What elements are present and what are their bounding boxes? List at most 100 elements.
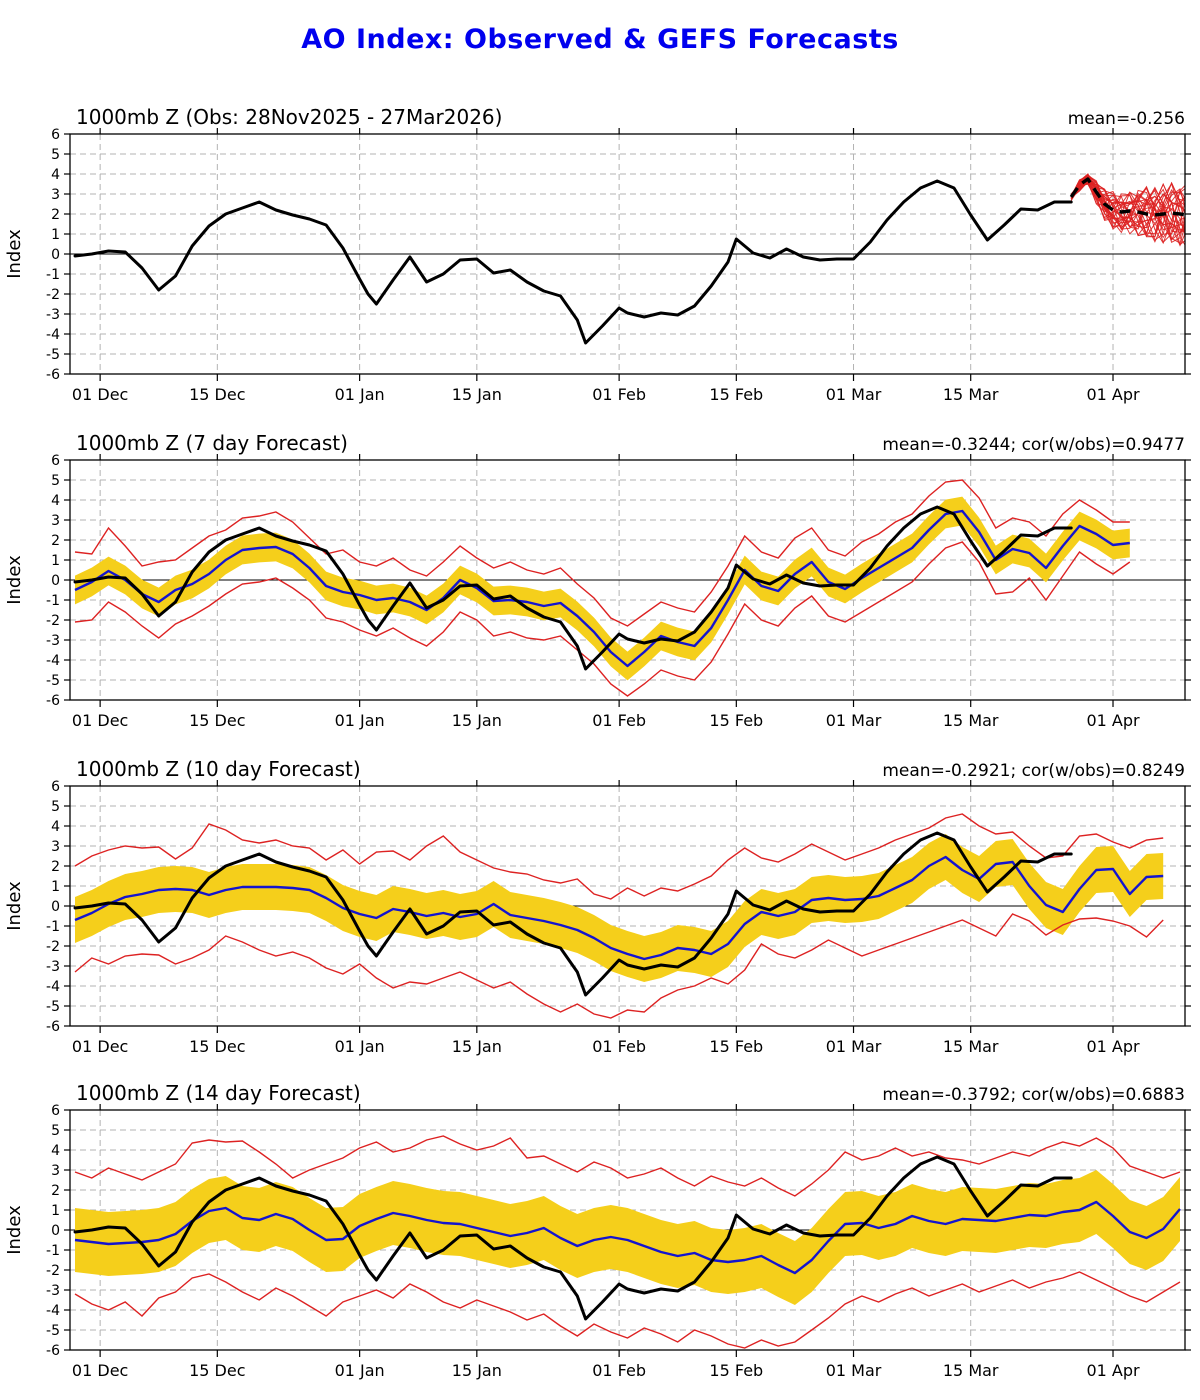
svg-text:01 Apr: 01 Apr [1086, 385, 1140, 404]
panel-forecast-10day: -6 -5 -4 -3 -2 -1 0 1 2 3 4 5 6 01 Dec 15 Dec 01 Jan 15 … [0, 744, 1200, 1069]
svg-text:5: 5 [51, 1123, 60, 1139]
svg-text:-5: -5 [46, 999, 60, 1015]
svg-text:15 Feb: 15 Feb [709, 1361, 763, 1380]
svg-text:5: 5 [51, 147, 60, 163]
svg-text:3: 3 [51, 1163, 60, 1179]
panel-observed: -6 -5 -4 -3 -2 -1 0 1 2 3 4 5 6 01 Dec 15 Dec 01 Jan 15 … [0, 92, 1200, 417]
svg-text:-5: -5 [46, 347, 60, 363]
svg-text:0: 0 [51, 899, 60, 915]
svg-text:-1: -1 [46, 1243, 60, 1259]
svg-text:1: 1 [51, 1203, 60, 1219]
svg-text:-6: -6 [46, 693, 60, 709]
svg-text:15 Jan: 15 Jan [452, 711, 502, 730]
svg-text:3: 3 [51, 513, 60, 529]
svg-text:15 Mar: 15 Mar [943, 1037, 999, 1056]
svg-text:1000mb Z (Obs: 28Nov2025 - 27M: 1000mb Z (Obs: 28Nov2025 - 27Mar2026) [76, 105, 502, 129]
svg-text:-1: -1 [46, 919, 60, 935]
svg-text:6: 6 [51, 453, 60, 469]
svg-text:2: 2 [51, 859, 60, 875]
svg-text:mean=-0.256: mean=-0.256 [1068, 109, 1185, 129]
svg-text:1: 1 [51, 553, 60, 569]
panel-forecast-7day: -6 -5 -4 -3 -2 -1 0 1 2 3 4 5 6 01 Dec 15 Dec 01 Jan 15 … [0, 418, 1200, 743]
svg-text:-6: -6 [46, 1019, 60, 1035]
svg-text:01 Dec: 01 Dec [72, 711, 128, 730]
svg-text:-3: -3 [46, 307, 60, 323]
svg-text:2: 2 [51, 207, 60, 223]
svg-text:15 Jan: 15 Jan [452, 1037, 502, 1056]
svg-text:15 Mar: 15 Mar [943, 1361, 999, 1380]
svg-text:15 Feb: 15 Feb [709, 711, 763, 730]
svg-text:01 Feb: 01 Feb [592, 1361, 646, 1380]
svg-text:3: 3 [51, 187, 60, 203]
svg-text:3: 3 [51, 839, 60, 855]
svg-text:01 Dec: 01 Dec [72, 385, 128, 404]
svg-text:Index: Index [4, 229, 25, 279]
svg-text:01 Mar: 01 Mar [826, 385, 882, 404]
svg-text:Index: Index [4, 881, 25, 931]
panel-forecast-14day: -6 -5 -4 -3 -2 -1 0 1 2 3 4 5 6 01 Dec 15 Dec 01 Jan 15 … [0, 1068, 1200, 1393]
svg-text:0: 0 [51, 1223, 60, 1239]
svg-text:4: 4 [51, 167, 60, 183]
svg-text:-2: -2 [46, 287, 60, 303]
svg-text:4: 4 [51, 819, 60, 835]
svg-text:15 Jan: 15 Jan [452, 1361, 502, 1380]
svg-text:5: 5 [51, 799, 60, 815]
svg-text:-2: -2 [46, 1263, 60, 1279]
svg-text:Index: Index [4, 555, 25, 605]
svg-text:-1: -1 [46, 593, 60, 609]
svg-text:1000mb Z (10 day Forecast): 1000mb Z (10 day Forecast) [76, 757, 361, 781]
svg-text:1000mb Z (14 day Forecast): 1000mb Z (14 day Forecast) [76, 1081, 361, 1105]
svg-text:mean=-0.3244; cor(w/obs)=0.947: mean=-0.3244; cor(w/obs)=0.9477 [882, 435, 1185, 455]
svg-text:01 Apr: 01 Apr [1086, 1361, 1140, 1380]
svg-text:2: 2 [51, 1183, 60, 1199]
svg-text:01 Mar: 01 Mar [826, 1037, 882, 1056]
svg-text:5: 5 [51, 473, 60, 489]
svg-text:6: 6 [51, 127, 60, 143]
svg-text:1: 1 [51, 227, 60, 243]
svg-text:01 Apr: 01 Apr [1086, 711, 1140, 730]
svg-text:01 Apr: 01 Apr [1086, 1037, 1140, 1056]
svg-text:-4: -4 [46, 653, 60, 669]
svg-text:mean=-0.3792; cor(w/obs)=0.688: mean=-0.3792; cor(w/obs)=0.6883 [882, 1085, 1185, 1105]
svg-text:15 Feb: 15 Feb [709, 1037, 763, 1056]
svg-text:1000mb Z (7 day Forecast): 1000mb Z (7 day Forecast) [76, 431, 348, 455]
observed-chart: -6 -5 -4 -3 -2 -1 0 1 2 3 4 5 6 01 Dec 15 Dec 01 Jan 15 … [4, 105, 1191, 404]
svg-text:Index: Index [4, 1205, 25, 1255]
svg-text:15 Jan: 15 Jan [452, 385, 502, 404]
svg-text:0: 0 [51, 573, 60, 589]
svg-text:-3: -3 [46, 959, 60, 975]
svg-text:01 Jan: 01 Jan [335, 1361, 385, 1380]
svg-text:01 Jan: 01 Jan [335, 385, 385, 404]
svg-text:6: 6 [51, 1103, 60, 1119]
svg-text:15 Dec: 15 Dec [189, 1037, 245, 1056]
svg-text:-4: -4 [46, 979, 60, 995]
svg-text:-2: -2 [46, 613, 60, 629]
svg-text:-5: -5 [46, 673, 60, 689]
forecast-14day-chart: -6 -5 -4 -3 -2 -1 0 1 2 3 4 5 6 01 Dec 15 Dec 01 Jan 15 … [4, 1081, 1191, 1380]
svg-text:1: 1 [51, 879, 60, 895]
svg-text:01 Feb: 01 Feb [592, 711, 646, 730]
svg-text:15 Mar: 15 Mar [943, 711, 999, 730]
forecast-10day-chart: -6 -5 -4 -3 -2 -1 0 1 2 3 4 5 6 01 Dec 15 Dec 01 Jan 15 … [4, 757, 1191, 1056]
svg-text:-6: -6 [46, 367, 60, 383]
svg-text:6: 6 [51, 779, 60, 795]
svg-text:15 Dec: 15 Dec [189, 711, 245, 730]
svg-text:01 Feb: 01 Feb [592, 1037, 646, 1056]
svg-text:-3: -3 [46, 1283, 60, 1299]
svg-text:-3: -3 [46, 633, 60, 649]
svg-text:01 Dec: 01 Dec [72, 1037, 128, 1056]
svg-text:01 Mar: 01 Mar [826, 711, 882, 730]
svg-text:-2: -2 [46, 939, 60, 955]
svg-text:mean=-0.2921; cor(w/obs)=0.824: mean=-0.2921; cor(w/obs)=0.8249 [882, 761, 1185, 781]
svg-text:15 Dec: 15 Dec [189, 385, 245, 404]
svg-text:15 Mar: 15 Mar [943, 385, 999, 404]
svg-text:01 Jan: 01 Jan [335, 711, 385, 730]
svg-text:2: 2 [51, 533, 60, 549]
forecast-7day-chart: -6 -5 -4 -3 -2 -1 0 1 2 3 4 5 6 01 Dec 15 Dec 01 Jan 15 … [4, 431, 1191, 730]
svg-text:-1: -1 [46, 267, 60, 283]
svg-text:01 Mar: 01 Mar [826, 1361, 882, 1380]
svg-text:4: 4 [51, 1143, 60, 1159]
svg-text:15 Dec: 15 Dec [189, 1361, 245, 1380]
svg-text:01 Dec: 01 Dec [72, 1361, 128, 1380]
